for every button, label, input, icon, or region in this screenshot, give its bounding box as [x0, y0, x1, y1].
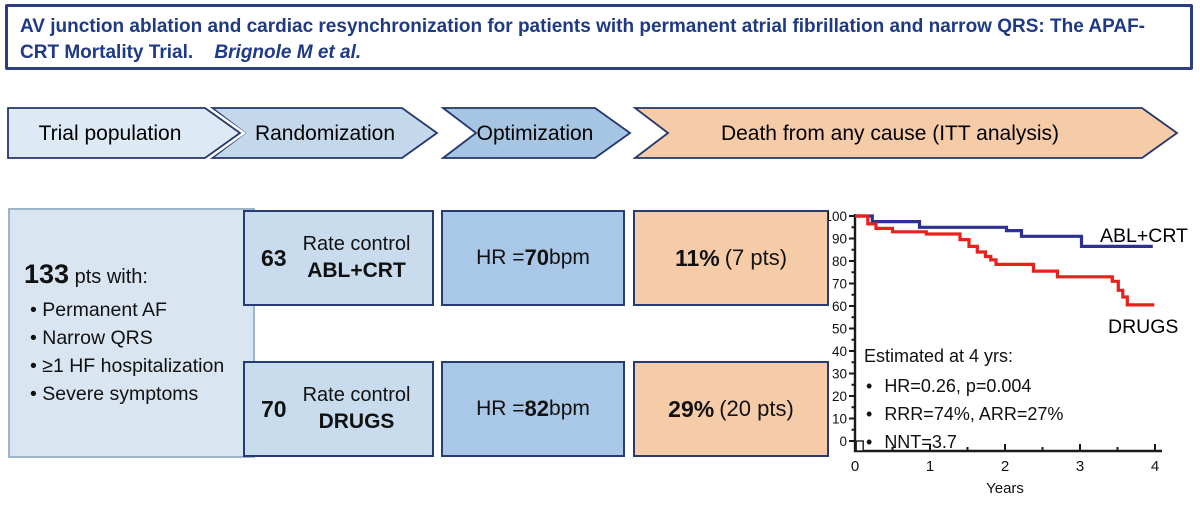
arm-box-abl-crt: 63 Rate control ABL+CRT: [243, 210, 434, 306]
hr-value: 70: [524, 245, 550, 270]
hr-prefix: HR =: [476, 246, 525, 269]
outcome-box-drugs: 29% (20 pts): [633, 361, 829, 457]
title-text: AV junction ablation and cardiac resynch…: [20, 16, 1145, 64]
population-count-suffix: pts with:: [69, 265, 148, 288]
title-banner: AV junction ablation and cardiac resynch…: [5, 4, 1193, 70]
chevron-shape: [7, 107, 242, 159]
y-tick-label: 40: [832, 344, 847, 359]
population-count-line: 133 pts with:: [24, 259, 253, 290]
arm-n-abl-crt: 63: [261, 244, 287, 271]
population-count: 133: [24, 258, 70, 289]
chevron-label-death-itt: Death from any cause (ITT analysis): [721, 122, 1059, 145]
y-tick-label: 90: [832, 232, 847, 247]
arm-treatment: DRUGS: [318, 410, 395, 434]
arm-desc-abl-crt: Rate control ABL+CRT: [303, 231, 411, 284]
annotation-title: Estimated at 4 yrs:: [864, 346, 1014, 366]
y-tick-label: 50: [832, 322, 847, 337]
annotation-list: HR=0.26, p=0.004 RRR=74%, ARR=27% NNT=3.…: [866, 372, 1063, 456]
chevron-optimization: [433, 105, 637, 161]
arm-strategy: Rate control: [302, 233, 411, 256]
outcome-detail: (7 pts): [724, 245, 788, 270]
criteria-item: ≥1 HF hospitalization: [30, 352, 253, 380]
x-tick-label: 1: [926, 458, 934, 475]
criteria-item: Permanent AF: [30, 296, 253, 324]
series-curve-abl-crt: [855, 214, 1153, 248]
y-tick-label: 100: [828, 209, 847, 224]
y-tick-label: 20: [832, 389, 847, 404]
y-tick-label: 30: [832, 367, 847, 382]
hr-prefix: HR =: [476, 397, 525, 420]
annotation-item: RRR=74%, ARR=27%: [866, 400, 1063, 428]
chevron-shape: [632, 107, 1179, 159]
arm-desc-drugs: Rate control DRUGS: [303, 382, 411, 435]
outcome-detail: (20 pts): [719, 396, 794, 421]
y-tick-label: 70: [832, 277, 847, 292]
series-label-abl-crt: ABL+CRT: [1100, 225, 1188, 247]
arm-treatment: ABL+CRT: [307, 259, 406, 283]
series-curve-drugs: [855, 214, 1155, 307]
kaplan-meier-plot: 0 10 20 30 40 50 60 70 80 90 100 0 1 2 3 4 Years ABL+CRT D…: [824, 209, 1188, 497]
chart-annotation: Estimated at 4 yrs: HR=0.26, p=0.004 RRR…: [864, 342, 1063, 456]
hr-value: 82: [524, 396, 550, 421]
chevron-shape: [440, 107, 632, 159]
chevron-randomization: [202, 105, 444, 161]
chevron-death-from-any-cause: [625, 105, 1184, 161]
population-criteria-list: Permanent AF Narrow QRS ≥1 HF hospitaliz…: [30, 296, 253, 408]
y-tick-label: 0: [839, 434, 847, 449]
annotation-item: NNT=3.7: [866, 428, 1063, 456]
y-tick-label: 10: [832, 412, 847, 427]
title-author: Brignole M et al.: [214, 42, 362, 64]
criteria-item: Narrow QRS: [30, 324, 253, 352]
arm-strategy: Rate control: [302, 384, 411, 407]
hr-suffix: bpm: [549, 246, 590, 269]
arm-n-drugs: 70: [261, 395, 287, 422]
hr-suffix: bpm: [549, 397, 590, 420]
criteria-item: Severe symptoms: [30, 380, 253, 408]
y-tick-label: 60: [832, 299, 847, 314]
hr-box-abl-crt: HR = 70 bpm: [441, 210, 625, 306]
x-tick-label: 0: [851, 458, 859, 475]
y-tick-label: 80: [832, 254, 847, 269]
chevron-label-optimization: Optimization: [477, 122, 594, 145]
x-axis-title: Years: [986, 480, 1024, 497]
series-label-drugs: DRUGS: [1108, 316, 1178, 338]
chevron-label-randomization: Randomization: [255, 122, 395, 145]
x-tick-label: 2: [1001, 458, 1009, 475]
survival-chart: 0 10 20 30 40 50 60 70 80 90 100 0 1 2 3 4 Years ABL+CRT D…: [824, 196, 1200, 502]
chevron-trial-population: [4, 105, 247, 161]
annotation-item: HR=0.26, p=0.004: [866, 372, 1063, 400]
process-chevron-band: Trial population Randomization Optimizat…: [4, 105, 1184, 161]
x-tick-label: 4: [1151, 458, 1159, 475]
outcome-percent: 11%: [674, 244, 720, 271]
chevron-label-trial-population: Trial population: [39, 122, 182, 145]
arm-box-drugs: 70 Rate control DRUGS: [243, 361, 434, 457]
x-tick-label: 3: [1076, 458, 1084, 475]
outcome-percent: 29%: [668, 395, 715, 422]
outcome-box-abl-crt: 11% (7 pts): [633, 210, 829, 306]
trial-population-box: 133 pts with: Permanent AF Narrow QRS ≥1…: [8, 208, 255, 458]
axis-origin-mark: [855, 440, 864, 452]
hr-box-drugs: HR = 82 bpm: [441, 361, 625, 457]
